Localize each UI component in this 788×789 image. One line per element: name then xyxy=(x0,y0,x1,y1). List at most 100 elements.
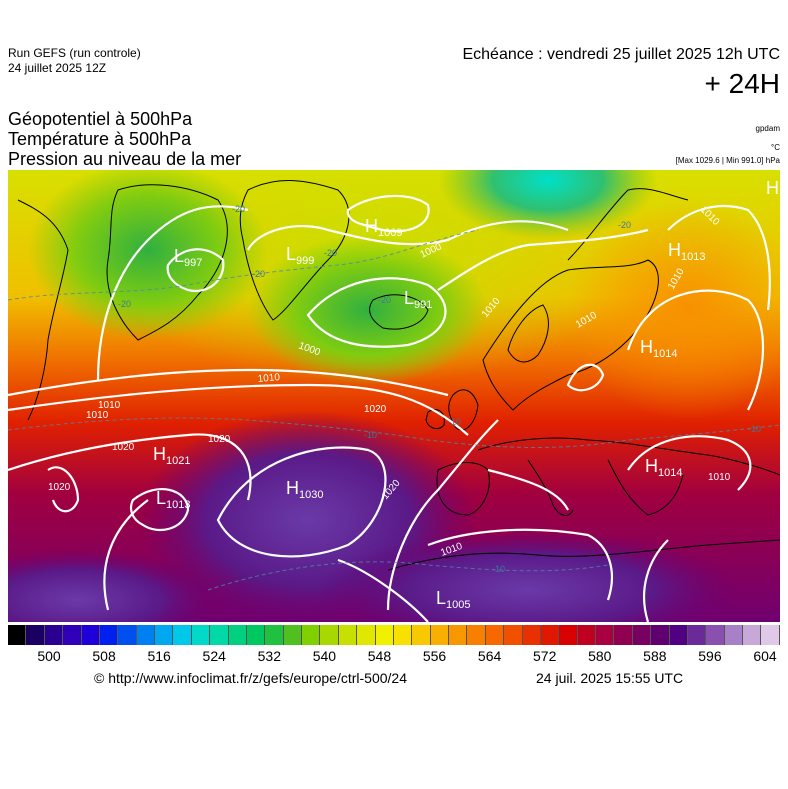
legend-tick-label: 532 xyxy=(257,648,281,664)
legend-swatch xyxy=(44,625,64,645)
isotherm-label: -10 xyxy=(364,430,377,440)
legend-swatch xyxy=(302,625,321,645)
legend-swatch xyxy=(596,625,615,645)
legend-swatch xyxy=(320,625,339,645)
isobar-label: 1020 xyxy=(48,482,71,493)
legend-tick-label: 588 xyxy=(643,648,667,664)
isobar-label: 1020 xyxy=(364,404,387,415)
legend-tick-label: 500 xyxy=(37,648,61,664)
isotherm-label: -10 xyxy=(748,424,761,434)
isotherm-label: -20 xyxy=(378,295,391,305)
unit-temperature: °C xyxy=(771,143,780,152)
legend-swatch xyxy=(155,625,174,645)
isotherm-label: -20 xyxy=(232,204,245,214)
isobars xyxy=(8,194,771,622)
legend-swatch xyxy=(246,625,266,645)
legend-swatch xyxy=(577,625,596,645)
legend-swatch xyxy=(338,625,358,645)
legend-swatch xyxy=(761,625,780,645)
center-low-1013: L1013 xyxy=(156,488,191,511)
isobar-label: 1020 xyxy=(208,434,231,445)
legend-swatch xyxy=(265,625,284,645)
center-high-1021: H1021 xyxy=(153,444,190,467)
pressure-centers: H1009 L997 L999 L991 H1013 H1014 H1021 L… xyxy=(153,178,779,611)
legend-tick-label: 508 xyxy=(92,648,116,664)
legend-swatch xyxy=(63,625,82,645)
legend-swatch xyxy=(283,625,302,645)
isotherm-label: -10 xyxy=(492,564,505,574)
isotherm-label: -20 xyxy=(118,299,131,309)
title-geopotential: Géopotentiel à 500hPa xyxy=(8,109,193,129)
legend-swatch xyxy=(375,625,394,645)
isobar-label: 1010 xyxy=(257,372,281,385)
legend-swatch xyxy=(449,625,468,645)
center-low-997: L997 xyxy=(174,246,202,269)
legend-swatch xyxy=(540,625,560,645)
legend-tick-label: 524 xyxy=(202,648,226,664)
center-high-1014-east: H1014 xyxy=(645,456,682,479)
legend-swatch xyxy=(228,625,247,645)
legend-tick-label: 564 xyxy=(477,648,502,664)
isotherm-label: -20 xyxy=(618,220,631,230)
center-high-1014-north: H1014 xyxy=(640,337,677,360)
isobar-label: 1010 xyxy=(708,472,731,483)
legend-swatch xyxy=(99,625,119,645)
legend-swatch xyxy=(522,625,541,645)
isobar-label: 1010 xyxy=(86,410,109,421)
legend-swatch xyxy=(26,625,45,645)
legend-tick-label: 516 xyxy=(147,648,171,664)
generated-time: 24 juil. 2025 15:55 UTC xyxy=(536,670,684,686)
weather-map: H1009 L997 L999 L991 H1013 H1014 H1021 L… xyxy=(8,170,780,622)
legend-swatch xyxy=(651,625,670,645)
legend-swatch xyxy=(724,625,743,645)
legend-swatch xyxy=(687,625,707,645)
color-scale-legend xyxy=(8,625,780,645)
legend-swatch xyxy=(485,625,505,645)
legend-swatch xyxy=(504,625,523,645)
isotherm-labels: -20 -20 -20 -20 -20 -20 -10 -10 -10 -10 xyxy=(118,204,761,574)
legend-tick-label: 596 xyxy=(698,648,722,664)
forecast-step: + 24H xyxy=(704,68,781,99)
legend-tick-label: 604 xyxy=(753,648,777,664)
center-high-1009: H1009 xyxy=(365,216,402,239)
unit-geopotential: gpdam xyxy=(755,124,780,133)
run-name: Run GEFS (run controle) xyxy=(8,46,141,60)
isotherm-label: -10 xyxy=(448,417,461,427)
title-pressure: Pression au niveau de la mer xyxy=(8,149,242,169)
legend-tick-label: 540 xyxy=(312,648,337,664)
isobar-label: 1020 xyxy=(112,442,135,453)
legend-swatch xyxy=(81,625,100,645)
legend-swatch xyxy=(430,625,449,645)
legend-swatch xyxy=(173,625,192,645)
source-credit: © http://www.infoclimat.fr/z/gefs/europe… xyxy=(94,670,408,686)
valid-time: Echéance : vendredi 25 juillet 2025 12h … xyxy=(462,46,780,63)
legend-swatch xyxy=(743,625,762,645)
run-date: 24 juillet 2025 12Z xyxy=(8,61,107,75)
legend-tick-label: 580 xyxy=(588,648,612,664)
legend-swatch xyxy=(191,625,211,645)
legend-swatch xyxy=(614,625,633,645)
legend-tick-label: 556 xyxy=(422,648,447,664)
legend-swatch xyxy=(8,625,27,645)
legend-swatch xyxy=(136,625,155,645)
legend-swatch xyxy=(412,625,431,645)
center-high-1030: H1030 xyxy=(286,478,323,501)
title-temperature: Température à 500hPa xyxy=(8,129,192,149)
legend-swatch xyxy=(706,625,725,645)
legend-swatch xyxy=(467,625,486,645)
pressure-range: [Max 1029.6 | Min 991.0] hPa xyxy=(675,156,780,165)
isobar-label: 1010 xyxy=(98,400,121,411)
center-low-999: L999 xyxy=(286,244,314,267)
center-high-1013: H1013 xyxy=(668,240,705,263)
legend-swatch xyxy=(393,625,413,645)
isotherms xyxy=(8,229,780,591)
legend-swatch xyxy=(559,625,578,645)
legend-swatch xyxy=(118,625,137,645)
center-high-edge: H xyxy=(766,178,779,198)
color-scale-ticks: 500 508 516 524 532 540 548 556 564 572 580 588 596 6… xyxy=(8,648,780,666)
center-low-991: L991 xyxy=(404,288,432,311)
legend-swatch xyxy=(632,625,652,645)
legend-swatch xyxy=(357,625,376,645)
legend-tick-label: 548 xyxy=(367,648,392,664)
center-low-1005: L1005 xyxy=(436,588,471,611)
